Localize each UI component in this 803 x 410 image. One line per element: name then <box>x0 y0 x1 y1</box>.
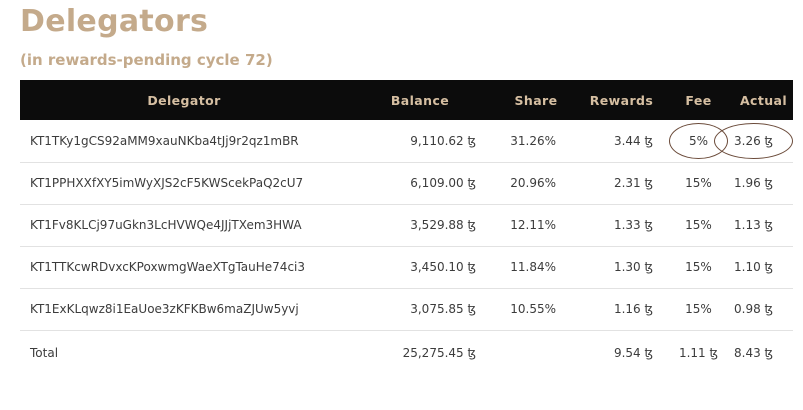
fee-cell: 15% <box>663 204 734 247</box>
share-cell: 20.96% <box>492 162 580 205</box>
balance-cell: 3,529.88 ꜩ <box>348 204 492 247</box>
actual-cell: 1.10 ꜩ <box>734 246 793 289</box>
balance-cell: 3,075.85 ꜩ <box>348 288 492 331</box>
table-row: KT1TTKcwRDvxcKPoxwmgWaeXTgTauHe74ci3 3,4… <box>20 246 793 289</box>
share-cell: 11.84% <box>492 246 580 289</box>
rewards-cell: 1.30 ꜩ <box>580 246 663 289</box>
fee-cell: 5% <box>663 120 734 163</box>
share-cell: 12.11% <box>492 204 580 247</box>
page-subtitle: (in rewards-pending cycle 72) <box>20 51 273 69</box>
total-actual: 8.43 ꜩ <box>734 345 774 360</box>
table-row: KT1PPHXXfXY5imWyXJS2cF5KWScekPaQ2cU7 6,1… <box>20 162 793 205</box>
fee-cell: 15% <box>663 246 734 289</box>
actual-cell: 1.13 ꜩ <box>734 204 793 247</box>
column-header-share: Share <box>514 92 558 108</box>
delegator-address: KT1TTKcwRDvxcKPoxwmgWaeXTgTauHe74ci3 <box>20 246 348 289</box>
fee-cell: 15% <box>663 162 734 205</box>
total-balance: 25,275.45 ꜩ <box>402 345 476 360</box>
rewards-cell: 1.16 ꜩ <box>580 288 663 331</box>
actual-highlight-circle: 3.26 ꜩ <box>713 122 794 159</box>
total-fee: 1.11 ꜩ <box>678 345 719 360</box>
delegator-address: KT1ExKLqwz8i1EaUoe3zKFKBw6maZJUw5yvj <box>20 288 348 331</box>
fee-highlight-circle: 5% <box>668 122 729 159</box>
rewards-cell: 1.33 ꜩ <box>580 204 663 247</box>
fee-cell: 15% <box>663 288 734 331</box>
table-row: KT1Fv8KLCj97uGkn3LcHVWQe4JJjTXem3HWA 3,5… <box>20 204 793 247</box>
rewards-cell: 3.44 ꜩ <box>580 120 663 163</box>
actual-cell: 1.96 ꜩ <box>734 162 793 205</box>
share-cell: 31.26% <box>492 120 580 163</box>
actual-cell: 0.98 ꜩ <box>734 288 793 331</box>
total-label: Total <box>30 345 59 360</box>
total-row: Total 25,275.45 ꜩ 9.54 ꜩ 1.11 ꜩ 8.43 ꜩ <box>20 330 793 375</box>
balance-cell: 9,110.62 ꜩ <box>348 120 492 163</box>
delegator-address: KT1TKy1gCS92aMM9xauNKba4tJj9r2qz1mBR <box>20 120 348 163</box>
delegator-address: KT1Fv8KLCj97uGkn3LcHVWQe4JJjTXem3HWA <box>20 204 348 247</box>
column-header-rewards: Rewards <box>589 92 654 108</box>
page-title: Delegators <box>20 4 209 39</box>
column-header-actual: Actual <box>739 92 788 108</box>
column-header-fee: Fee <box>685 92 712 108</box>
balance-cell: 3,450.10 ꜩ <box>348 246 492 289</box>
column-header-delegator: Delegator <box>147 92 221 108</box>
rewards-cell: 2.31 ꜩ <box>580 162 663 205</box>
table-header-row: Delegator Balance Share Rewards Fee Actu… <box>20 80 793 120</box>
balance-cell: 6,109.00 ꜩ <box>348 162 492 205</box>
delegator-address: KT1PPHXXfXY5imWyXJS2cF5KWScekPaQ2cU7 <box>20 162 348 205</box>
table-row: KT1TKy1gCS92aMM9xauNKba4tJj9r2qz1mBR 9,1… <box>20 120 794 163</box>
total-rewards: 9.54 ꜩ <box>613 345 653 360</box>
table-row: KT1ExKLqwz8i1EaUoe3zKFKBw6maZJUw5yvj 3,0… <box>20 288 793 331</box>
actual-cell: 3.26 ꜩ <box>713 120 794 163</box>
share-cell: 10.55% <box>492 288 580 331</box>
total-share-empty <box>492 330 580 375</box>
column-header-balance: Balance <box>390 92 450 108</box>
delegators-table: Delegator Balance Share Rewards Fee Actu… <box>20 80 794 375</box>
